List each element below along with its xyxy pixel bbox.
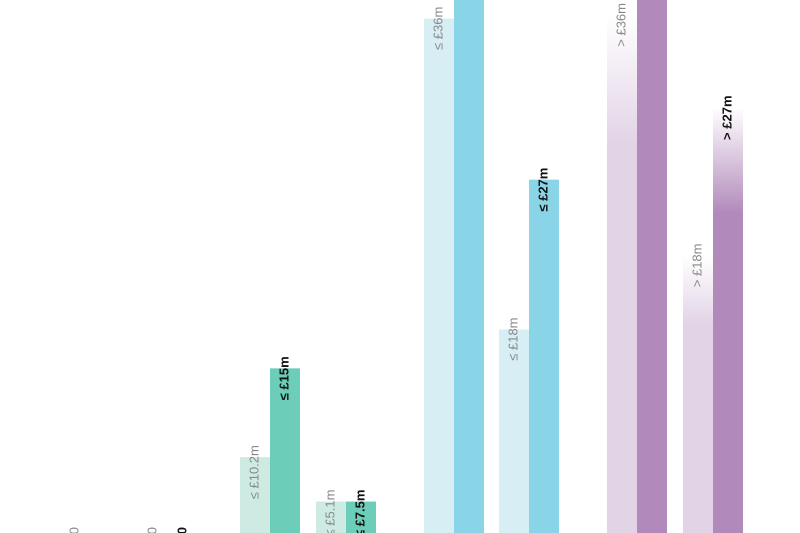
bar-label-g6-series2: ≤ £27m (535, 168, 550, 212)
bar-label-g3-series1: ≤ £10.2m (246, 445, 261, 499)
bar-g5-series2 (454, 0, 484, 533)
bar-label-g7-series1: > £36m (613, 3, 628, 47)
bar-g4-series2 (346, 501, 376, 533)
bar-g7-series2 (637, 0, 667, 533)
bar-g8-series2 (713, 107, 743, 533)
bar-g3-series2 (270, 368, 300, 533)
bar-g6-series1 (499, 329, 529, 533)
bar-label-g2-series1: 000 (144, 527, 159, 533)
bar-label-g4-series2: ≤ £7.5m (352, 490, 367, 533)
bar-g5-series1 (424, 18, 454, 533)
bar-g3-series1 (240, 457, 270, 533)
bar-label-g4-series1: ≤ £5.1m (322, 490, 337, 533)
bar-g7-series1 (607, 15, 637, 533)
bar-label-g1-series1: 000 (66, 527, 81, 533)
bar-label-g8-series1: > £18m (689, 244, 704, 288)
bar-label-g3-series2: ≤ £15m (276, 356, 291, 400)
bar-label-g5-series1: ≤ £36m (430, 7, 445, 50)
bar-g6-series2 (529, 179, 559, 533)
bar-label-g8-series2: > £27m (719, 96, 734, 140)
bar-label-g6-series1: ≤ £18m (505, 318, 520, 361)
bar-g4-series1 (316, 501, 346, 533)
bar-label-g2-series2: 000 (174, 527, 189, 533)
bar-g8-series1 (683, 255, 713, 533)
